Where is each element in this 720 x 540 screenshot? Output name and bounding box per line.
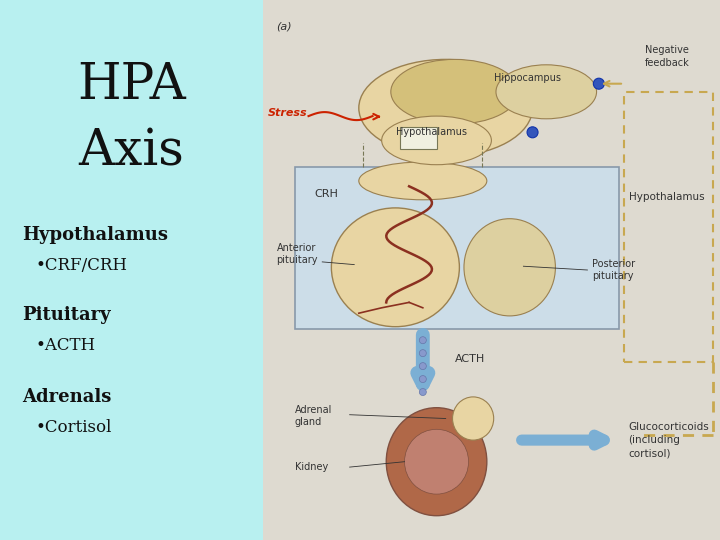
Circle shape <box>527 127 538 138</box>
Text: Hypothalamus: Hypothalamus <box>629 192 704 202</box>
Text: HPA: HPA <box>77 60 186 110</box>
Ellipse shape <box>386 408 487 516</box>
Text: Hypothalamus: Hypothalamus <box>22 226 168 244</box>
Text: Kidney: Kidney <box>294 462 328 472</box>
Ellipse shape <box>464 219 555 316</box>
Text: Glucocorticoids
(including
cortisol): Glucocorticoids (including cortisol) <box>629 422 709 458</box>
Circle shape <box>419 376 426 382</box>
Circle shape <box>419 389 426 395</box>
Text: Hypothalamus: Hypothalamus <box>397 127 467 137</box>
Text: •ACTH: •ACTH <box>36 336 96 354</box>
Circle shape <box>419 337 426 343</box>
Bar <box>294 167 619 329</box>
Text: •Cortisol: •Cortisol <box>36 418 112 435</box>
Circle shape <box>419 350 426 356</box>
Text: Axis: Axis <box>78 127 184 177</box>
Text: Negative
feedback: Negative feedback <box>645 45 690 68</box>
Text: CRH: CRH <box>315 190 338 199</box>
Ellipse shape <box>359 59 533 157</box>
Text: ACTH: ACTH <box>455 354 485 364</box>
Ellipse shape <box>496 65 597 119</box>
Text: Posterior
pituitary: Posterior pituitary <box>592 259 635 281</box>
Text: Pituitary: Pituitary <box>22 306 111 324</box>
Text: Stress: Stress <box>267 109 307 118</box>
Ellipse shape <box>453 397 494 440</box>
Ellipse shape <box>391 59 519 124</box>
Ellipse shape <box>405 429 469 494</box>
Text: Hippocampus: Hippocampus <box>495 73 562 83</box>
Bar <box>0 0 263 540</box>
Text: Anterior
pituitary: Anterior pituitary <box>276 242 318 265</box>
Ellipse shape <box>331 208 459 327</box>
Bar <box>400 127 436 148</box>
Bar <box>263 0 720 540</box>
Text: Adrenal
gland: Adrenal gland <box>294 404 332 427</box>
Text: •CRF/CRH: •CRF/CRH <box>36 256 128 273</box>
Bar <box>624 92 713 362</box>
Circle shape <box>593 78 604 89</box>
Circle shape <box>419 363 426 369</box>
Text: Adrenals: Adrenals <box>22 388 112 406</box>
Text: (a): (a) <box>276 22 292 32</box>
Ellipse shape <box>382 116 491 165</box>
Ellipse shape <box>359 162 487 200</box>
